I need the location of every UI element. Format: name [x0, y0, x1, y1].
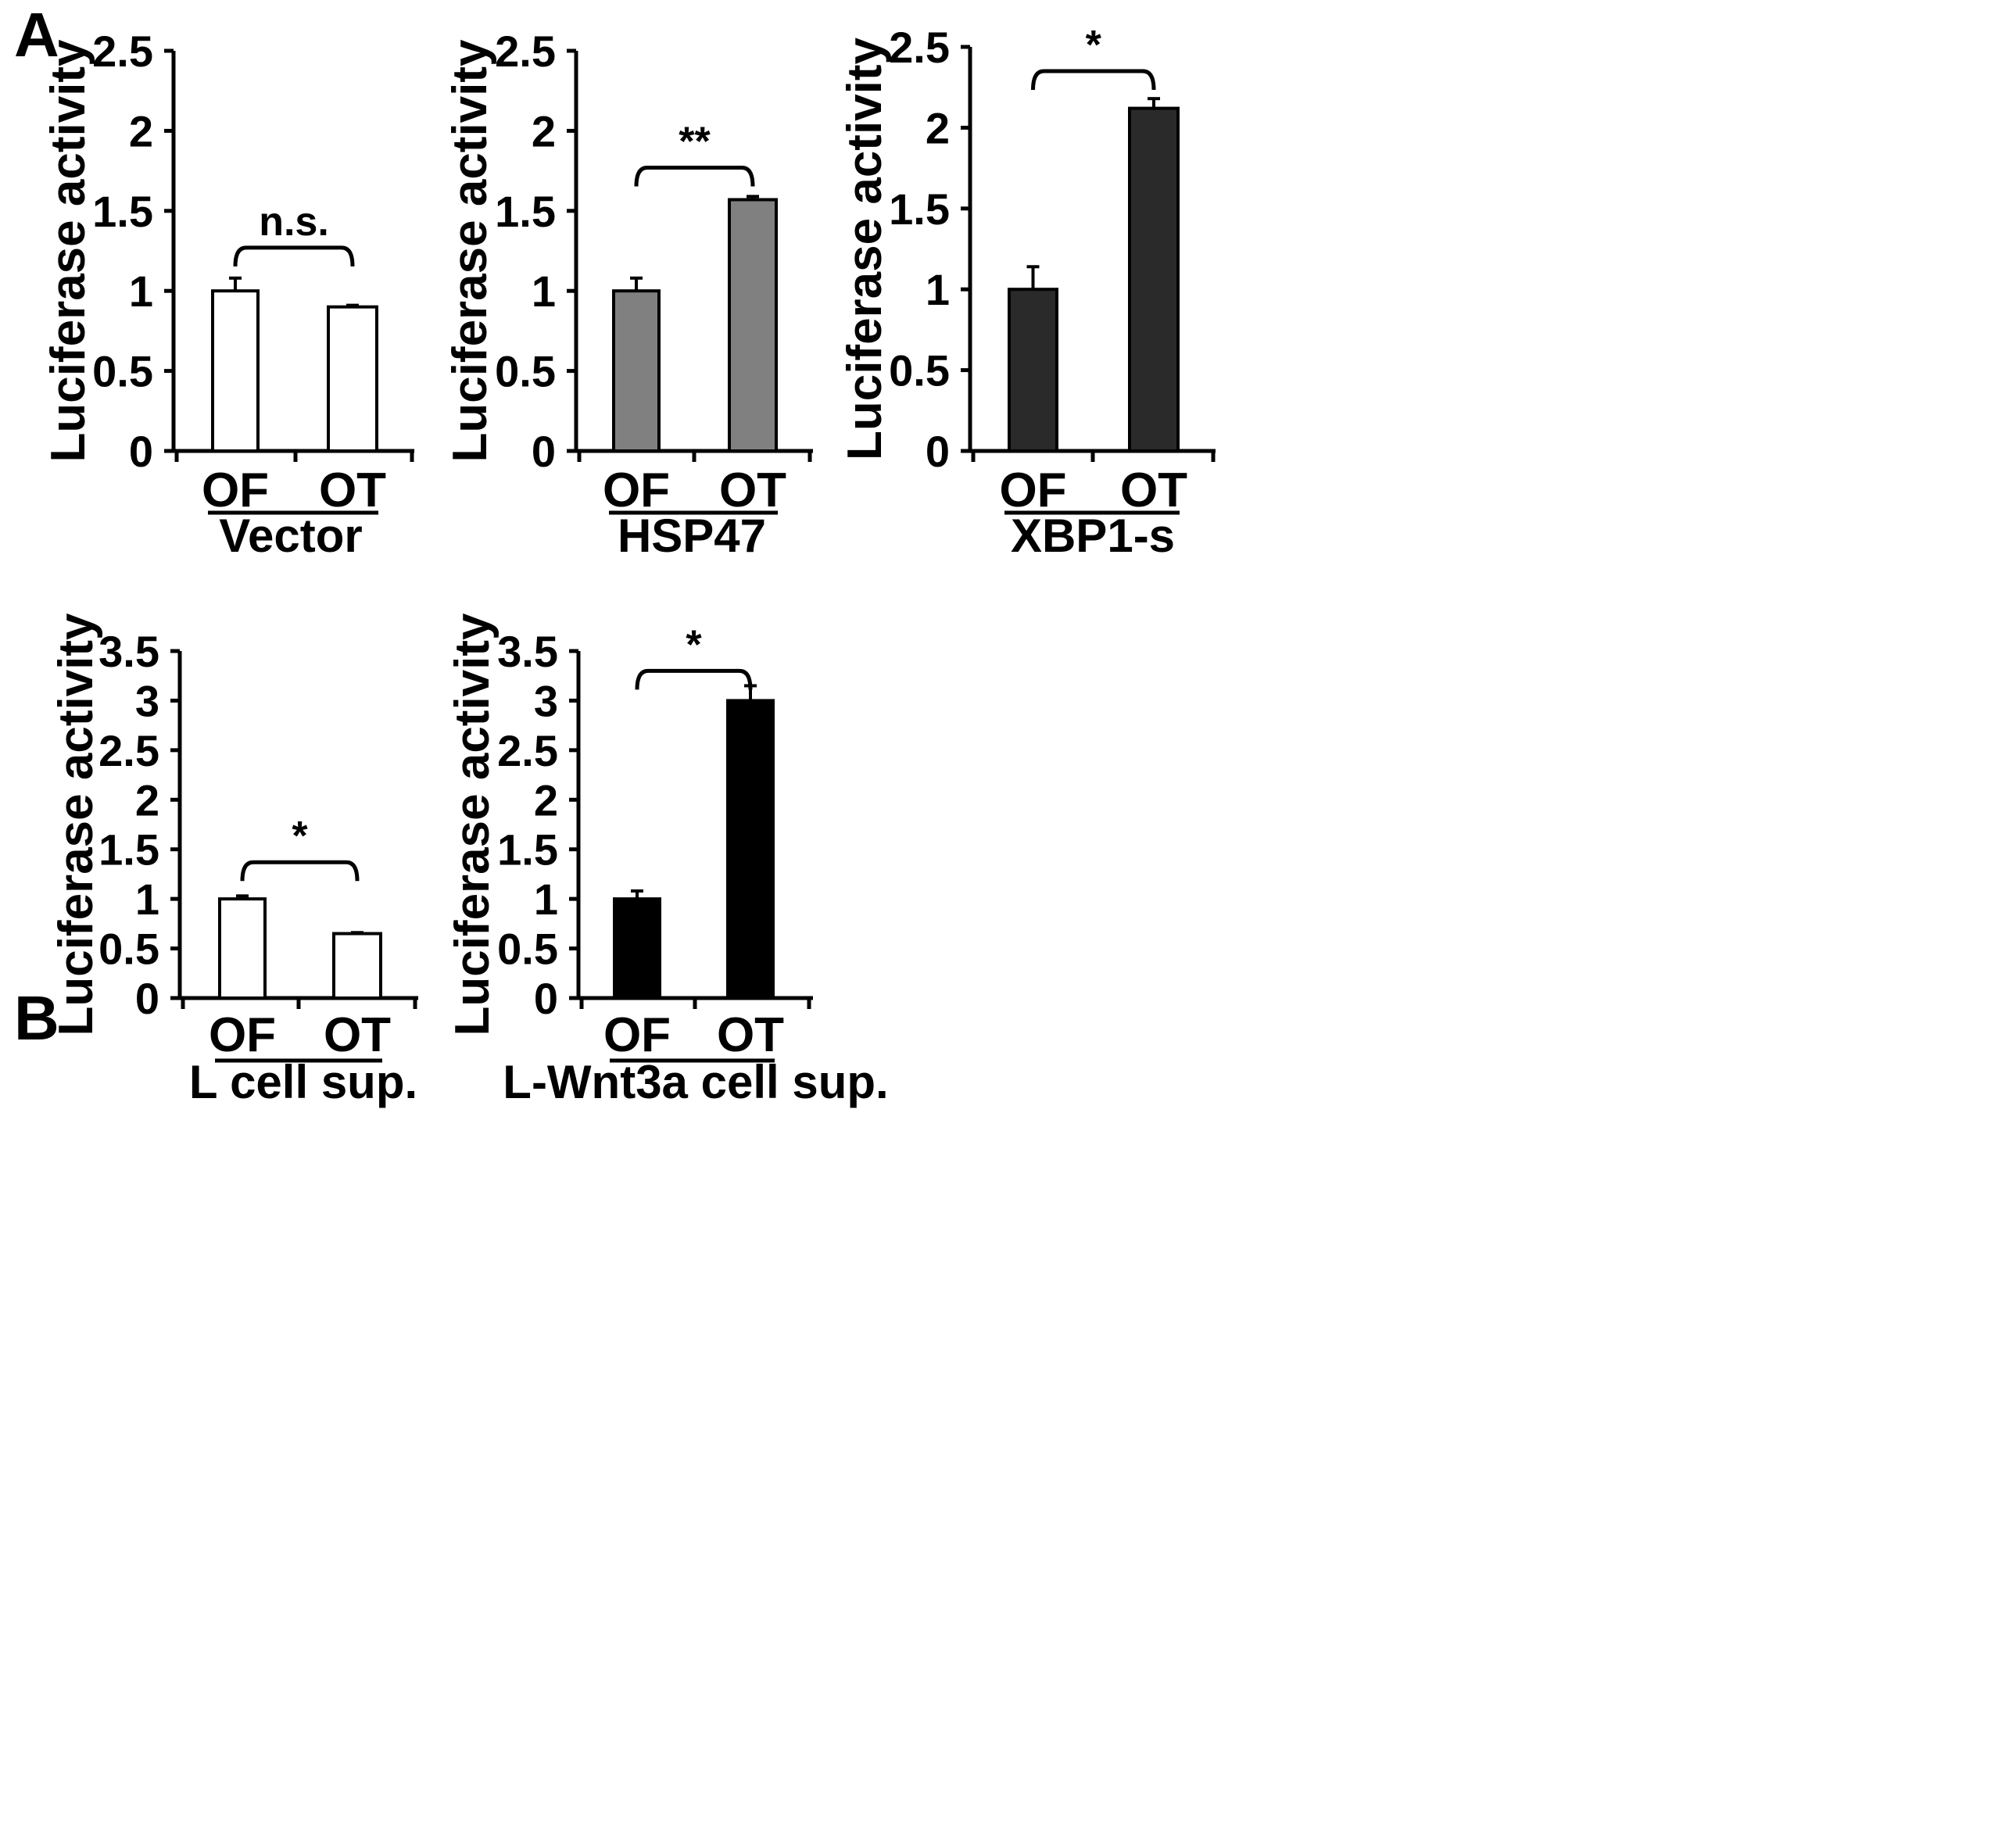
bar-of — [1008, 288, 1058, 453]
y-axis-title: Luciferase activity — [41, 39, 95, 463]
y-tick-label: 3 — [135, 676, 159, 725]
significance-label: * — [1086, 23, 1102, 68]
y-tick-label: 2.5 — [889, 23, 950, 72]
significance-bracket — [634, 166, 755, 187]
bar-ot — [1128, 106, 1180, 453]
significance-bracket — [240, 860, 360, 882]
y-tick-label: 0 — [135, 974, 159, 1023]
y-tick-label: 3 — [534, 676, 558, 725]
y-tick-label: 1.5 — [497, 825, 558, 875]
y-tick-label: 0.5 — [98, 925, 159, 974]
category-label: OF — [209, 1008, 276, 1062]
y-tick-label: 1 — [532, 267, 556, 316]
y-tick-label: 0.5 — [92, 347, 153, 396]
y-tick-label: 2.5 — [495, 27, 556, 76]
group-label: XBP1-s — [1011, 510, 1175, 562]
y-tick-label: 3.5 — [98, 627, 159, 676]
bar-of — [612, 289, 661, 453]
bar-of — [613, 897, 661, 1000]
category-label: OF — [999, 463, 1066, 517]
y-tick-label: 0.5 — [889, 346, 950, 395]
y-tick-label: 1.5 — [98, 825, 159, 875]
bar-of — [218, 897, 267, 1000]
bar-of — [211, 289, 260, 453]
y-tick-label: 0 — [532, 427, 556, 476]
bar-ot — [726, 699, 775, 1000]
y-axis-title: Luciferase activity — [49, 613, 103, 1036]
y-tick-label: 1 — [135, 875, 159, 924]
y-tick-label: 1.5 — [889, 184, 950, 234]
y-tick-label: 1 — [129, 267, 153, 316]
significance-label: n.s. — [259, 199, 329, 245]
y-tick-label: 1 — [926, 265, 950, 314]
y-tick-label: 2 — [926, 103, 950, 152]
category-label: OT — [319, 463, 386, 517]
y-tick-label: 0.5 — [497, 925, 558, 974]
y-tick-label: 1.5 — [495, 187, 556, 236]
y-tick-label: 2 — [129, 106, 153, 156]
significance-bracket — [635, 668, 753, 690]
y-axis-title: Luciferase activity — [446, 613, 500, 1036]
category-label: OF — [603, 1008, 671, 1062]
group-label: L cell sup. — [189, 1056, 417, 1108]
group-label: L-Wnt3a cell sup. — [503, 1056, 888, 1108]
y-tick-label: 2 — [135, 775, 159, 825]
y-tick-label: 2.5 — [497, 726, 558, 775]
significance-label: ** — [679, 120, 711, 165]
y-tick-label: 0 — [534, 974, 558, 1023]
y-tick-label: 1.5 — [92, 187, 153, 236]
y-tick-label: 0.5 — [495, 347, 556, 396]
y-tick-label: 0 — [926, 427, 950, 476]
category-label: OF — [603, 463, 670, 517]
y-tick-label: 2 — [534, 775, 558, 825]
group-label: HSP47 — [618, 510, 766, 562]
y-axis-title: Luciferase activity — [838, 37, 892, 460]
significance-bracket — [233, 245, 355, 267]
panel-label-a: A — [14, 0, 59, 70]
y-tick-label: 3.5 — [497, 627, 558, 676]
y-axis-title: Luciferase activity — [443, 39, 497, 463]
significance-label: * — [686, 622, 702, 667]
category-label: OT — [717, 1008, 784, 1062]
category-label: OT — [324, 1008, 391, 1062]
group-label: Vector — [219, 510, 362, 562]
y-tick-label: 1 — [534, 875, 558, 924]
y-tick-label: 0 — [129, 427, 153, 476]
bar-ot — [332, 932, 382, 1000]
y-tick-label: 2.5 — [98, 726, 159, 775]
panel-label-b: B — [14, 983, 59, 1053]
category-label: OT — [719, 463, 786, 517]
significance-bracket — [1031, 69, 1156, 91]
category-label: OT — [1120, 463, 1187, 517]
bar-ot — [728, 198, 778, 453]
category-label: OF — [202, 463, 269, 517]
y-tick-label: 2.5 — [92, 27, 153, 76]
y-tick-label: 2 — [532, 106, 556, 156]
significance-label: * — [292, 814, 308, 859]
bar-ot — [327, 305, 378, 453]
